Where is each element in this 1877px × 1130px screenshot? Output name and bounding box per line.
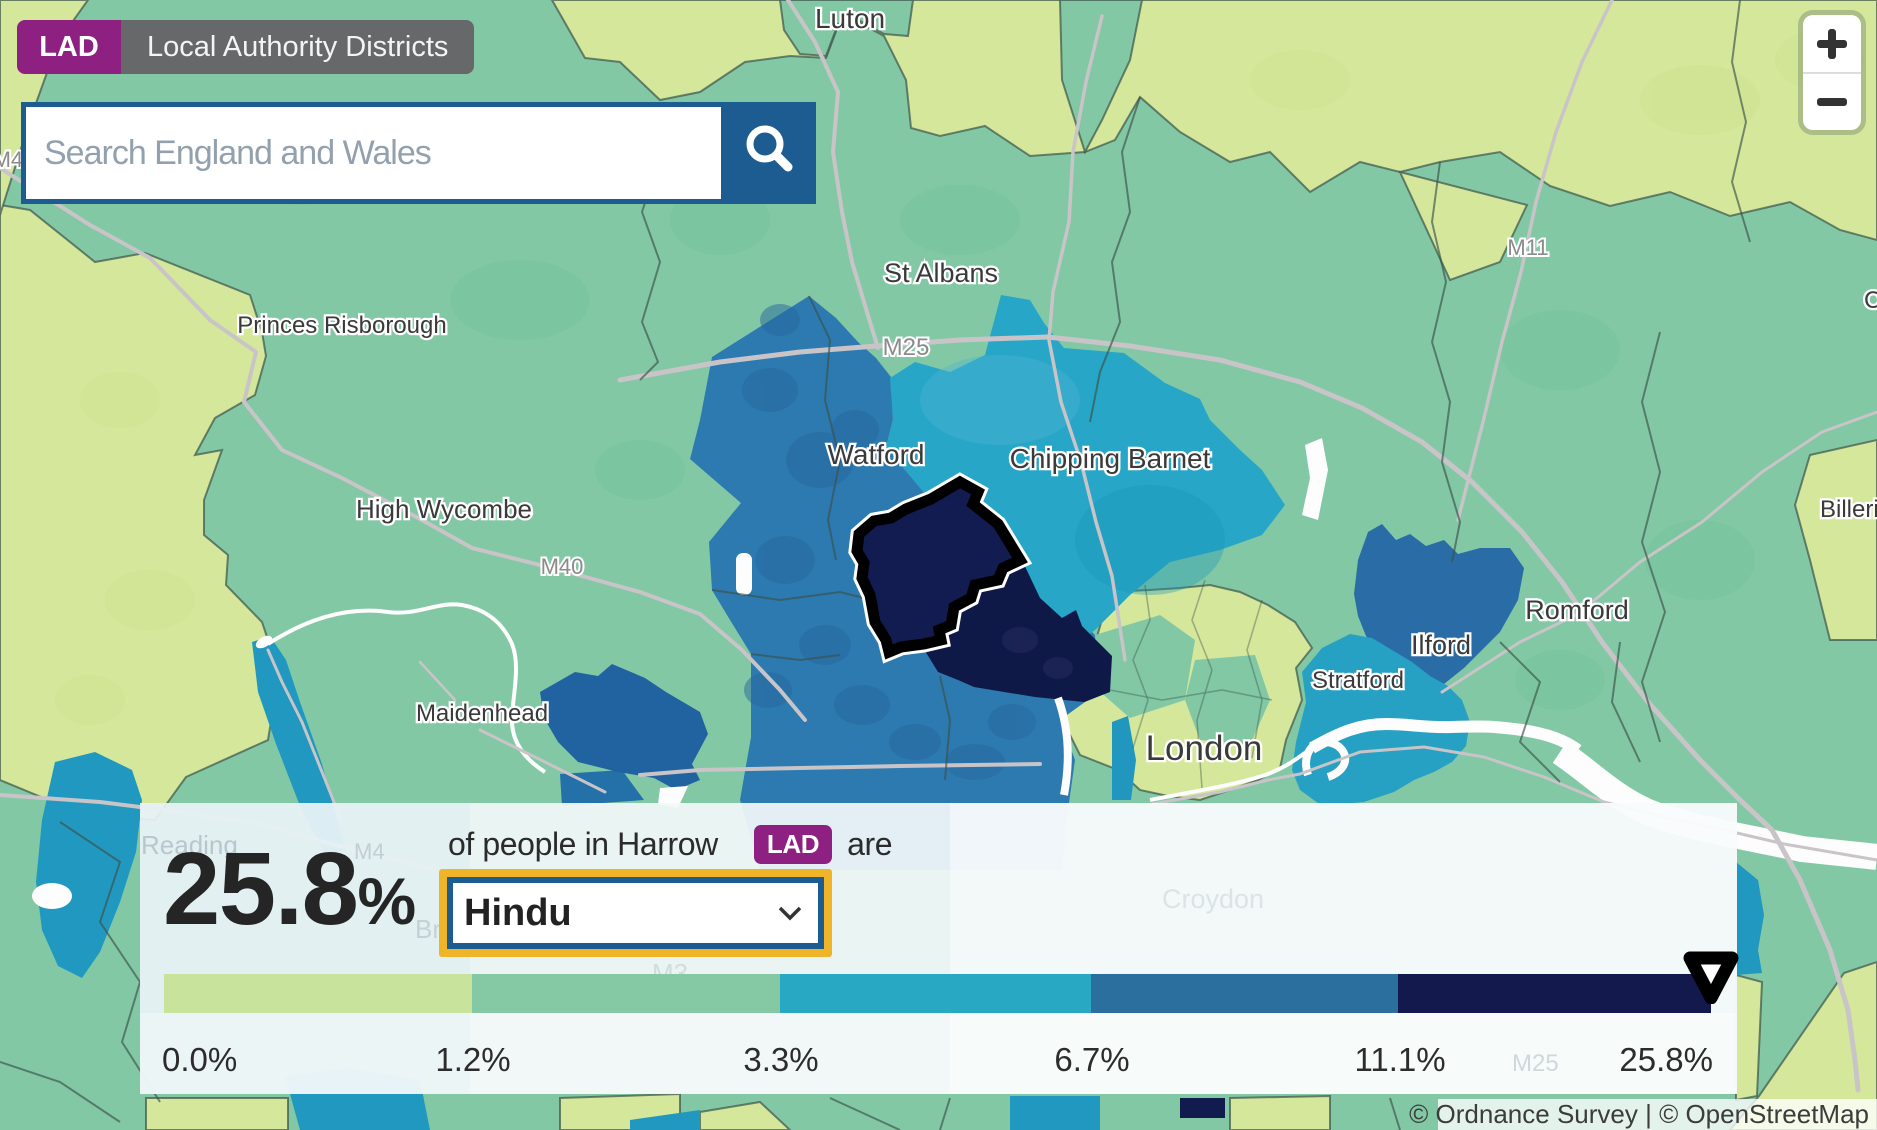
svg-text:Romford: Romford bbox=[1525, 595, 1629, 625]
svg-text:London: London bbox=[1146, 729, 1263, 768]
svg-text:St Albans: St Albans bbox=[884, 258, 998, 288]
svg-text:Luton: Luton bbox=[815, 3, 885, 34]
svg-text:Stratford: Stratford bbox=[1312, 667, 1404, 694]
svg-text:M25: M25 bbox=[883, 334, 930, 361]
svg-text:Chipping Barnet: Chipping Barnet bbox=[1010, 443, 1211, 474]
svg-text:Billeric: Billeric bbox=[1820, 496, 1877, 523]
svg-text:M11: M11 bbox=[1507, 235, 1548, 260]
svg-text:High Wycombe: High Wycombe bbox=[356, 494, 532, 524]
svg-text:Watford: Watford bbox=[828, 439, 925, 470]
svg-text:Ch: Ch bbox=[1864, 287, 1877, 314]
svg-text:M40: M40 bbox=[541, 554, 584, 579]
svg-text:Ilford: Ilford bbox=[1411, 630, 1471, 660]
svg-text:Maidenhead: Maidenhead bbox=[416, 700, 548, 727]
svg-text:Princes Risborough: Princes Risborough bbox=[237, 312, 446, 339]
